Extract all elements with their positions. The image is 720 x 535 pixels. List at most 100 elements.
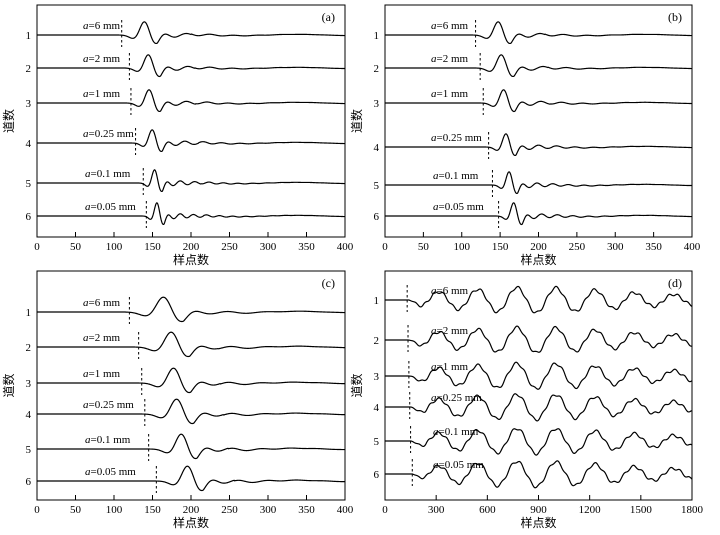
waveform-trace xyxy=(385,393,693,422)
x-tick-label: 250 xyxy=(221,504,238,516)
channel-label: 5 xyxy=(374,436,380,448)
a-value-label: a=0.1 mm xyxy=(85,434,131,446)
channel-label: 4 xyxy=(26,409,32,421)
waveform-trace xyxy=(385,133,693,157)
waveform-trace xyxy=(385,21,693,45)
waveform-trace xyxy=(37,465,345,492)
a-value-label: a=0.05 mm xyxy=(85,201,136,213)
channel-label: 2 xyxy=(374,63,380,75)
x-tick-label: 50 xyxy=(70,504,82,516)
x-tick-label: 0 xyxy=(382,504,388,516)
a-value-label: a=2 mm xyxy=(83,53,121,65)
x-tick-label: 150 xyxy=(492,241,509,253)
x-tick-label: 350 xyxy=(298,504,315,516)
channel-label: 1 xyxy=(374,295,380,307)
a-value-label: a=0.05 mm xyxy=(433,459,484,471)
waveform-trace xyxy=(385,285,693,314)
channel-label: 2 xyxy=(374,335,380,347)
waveform-trace xyxy=(385,428,693,456)
x-tick-label: 200 xyxy=(530,241,547,253)
waveform-trace xyxy=(37,296,346,323)
x-tick-label: 1800 xyxy=(681,504,704,516)
x-tick-label: 0 xyxy=(34,504,40,516)
a-value-label: a=0.25 mm xyxy=(431,132,482,144)
waveform-trace xyxy=(37,331,346,358)
panel-label: (b) xyxy=(668,10,682,24)
x-tick-label: 300 xyxy=(607,241,624,253)
waveform-trace xyxy=(37,367,346,394)
x-tick-label: 50 xyxy=(418,241,430,253)
panel-label: (d) xyxy=(668,276,682,290)
a-value-label: a=0.1 mm xyxy=(433,170,479,182)
x-tick-label: 400 xyxy=(684,241,701,253)
waveform-trace xyxy=(385,361,693,390)
channel-label: 4 xyxy=(374,402,380,414)
channel-label: 3 xyxy=(26,98,32,110)
x-tick-label: 0 xyxy=(382,241,388,253)
waveform-trace xyxy=(37,433,345,460)
x-tick-label: 250 xyxy=(221,241,238,253)
x-tick-label: 600 xyxy=(479,504,496,516)
a-value-label: a=2 mm xyxy=(431,325,469,337)
waveform-trace xyxy=(37,89,346,113)
panel-c: 0 50 100 150 200 250 300 350 400 样点数 道数 (c) 1 a=6 mm 2… xyxy=(1,270,354,530)
channel-label: 1 xyxy=(26,30,32,42)
x-tick-label: 200 xyxy=(183,504,200,516)
channel-label: 4 xyxy=(26,138,32,150)
x-axis-label: 样点数 xyxy=(173,515,209,530)
plot-frame xyxy=(384,270,693,501)
a-value-label: a=1 mm xyxy=(83,88,121,100)
x-tick-label: 150 xyxy=(144,241,161,253)
a-value-label: a=2 mm xyxy=(83,332,121,344)
waveform-trace xyxy=(385,460,693,489)
plot-frame xyxy=(384,4,693,238)
waveform-trace xyxy=(385,54,693,78)
a-value-label: a=0.25 mm xyxy=(431,392,482,404)
panel-b: 0 50 100 150 200 250 300 350 400 样点数 道数 (b) 1 a=6 mm 2… xyxy=(349,4,701,267)
x-tick-label: 100 xyxy=(106,241,123,253)
x-tick-label: 150 xyxy=(144,504,161,516)
a-value-label: a=6 mm xyxy=(83,20,121,32)
a-value-label: a=6 mm xyxy=(431,285,469,297)
a-value-label: a=0.25 mm xyxy=(83,399,134,411)
channel-label: 4 xyxy=(374,142,380,154)
x-tick-label: 300 xyxy=(260,504,277,516)
a-value-label: a=0.05 mm xyxy=(85,466,136,478)
a-value-label: a=6 mm xyxy=(83,297,121,309)
y-axis-label: 道数 xyxy=(1,373,16,397)
x-axis-label: 样点数 xyxy=(173,252,209,267)
channel-label: 3 xyxy=(374,98,380,110)
waveform-trace xyxy=(385,325,693,353)
y-axis-label: 道数 xyxy=(1,109,16,133)
channel-label: 6 xyxy=(26,211,32,223)
x-tick-label: 100 xyxy=(106,504,123,516)
x-tick-label: 1200 xyxy=(579,504,602,516)
a-value-label: a=0.05 mm xyxy=(433,201,484,213)
channel-label: 5 xyxy=(374,180,380,192)
channel-label: 1 xyxy=(26,307,32,319)
waveform-trace xyxy=(385,171,693,195)
waveform-trace xyxy=(37,202,345,226)
x-tick-label: 900 xyxy=(530,504,547,516)
a-value-label: a=1 mm xyxy=(431,88,469,100)
x-tick-label: 0 xyxy=(34,241,40,253)
waveform-trace xyxy=(37,129,346,153)
x-tick-label: 300 xyxy=(428,504,445,516)
channel-label: 2 xyxy=(26,342,32,354)
x-axis-label: 样点数 xyxy=(520,515,556,530)
channel-label: 3 xyxy=(26,378,32,390)
x-tick-label: 1500 xyxy=(630,504,653,516)
panel-a: 0 50 100 150 200 250 300 350 400 样点数 道数 (a) 1 a=6 mm 2… xyxy=(1,4,354,267)
x-tick-label: 300 xyxy=(260,241,277,253)
x-tick-label: 50 xyxy=(70,241,82,253)
waveform-trace xyxy=(385,202,693,226)
x-tick-label: 350 xyxy=(645,241,662,253)
waveform-trace xyxy=(37,54,346,78)
channel-label: 2 xyxy=(26,63,32,75)
a-value-label: a=0.25 mm xyxy=(83,128,134,140)
x-tick-label: 200 xyxy=(183,241,200,253)
panel-label: (a) xyxy=(322,10,335,24)
channel-label: 5 xyxy=(26,178,32,190)
panel-label: (c) xyxy=(322,276,335,290)
